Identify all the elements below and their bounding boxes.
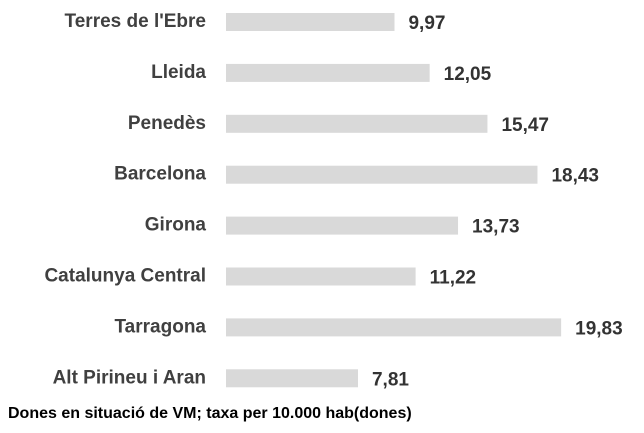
bar [226, 13, 395, 31]
bar [226, 216, 459, 235]
bar [226, 267, 416, 286]
value-label: 11,22 [430, 268, 477, 289]
value-label: 19,83 [575, 318, 623, 339]
category-label: Catalunya Central [44, 266, 206, 287]
value-label: 18,43 [551, 166, 599, 187]
value-label: 12,05 [444, 64, 492, 85]
category-label: Lleida [151, 62, 206, 83]
value-label: 15,47 [501, 115, 549, 136]
bar [226, 165, 538, 184]
chart-title: Dones en situació de VM; taxa per 10.000… [8, 405, 412, 422]
value-label: 9,97 [408, 13, 445, 34]
category-label: Tarragona [114, 316, 206, 337]
value-label: 13,73 [472, 217, 520, 238]
category-label: Girona [145, 215, 207, 236]
category-label: Alt Pirineu i Aran [53, 367, 206, 388]
category-label: Barcelona [114, 164, 206, 185]
category-label: Penedès [128, 113, 206, 134]
value-label: 7,81 [372, 369, 409, 390]
bar [226, 114, 488, 133]
category-label: Terres de l'Ebre [65, 11, 206, 32]
bar [226, 369, 358, 388]
bar [226, 63, 430, 82]
bar [226, 318, 562, 337]
